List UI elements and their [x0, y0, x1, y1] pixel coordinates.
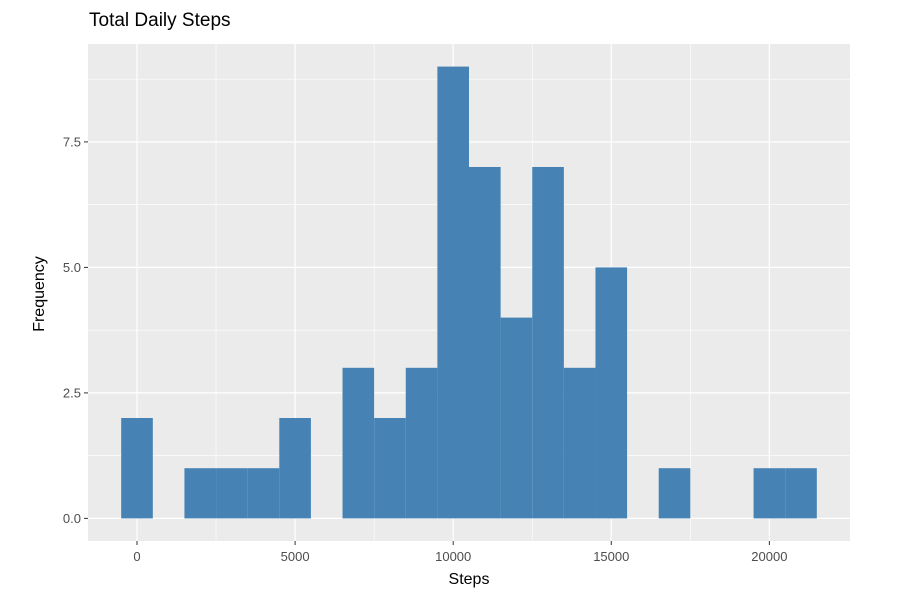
x-tick-label: 10000: [435, 549, 471, 564]
y-axis-label: Frequency: [31, 256, 48, 332]
histogram-bar: [595, 267, 628, 519]
histogram-bar: [247, 468, 280, 519]
y-tick-label: 7.5: [63, 134, 81, 149]
chart-title: Total Daily Steps: [89, 10, 231, 31]
bars: [121, 66, 817, 519]
histogram-bar: [753, 468, 786, 519]
histogram-bar: [469, 166, 501, 519]
histogram-bar: [374, 418, 406, 519]
y-tick-label: 0.0: [63, 511, 81, 526]
y-tick-label: 2.5: [63, 385, 81, 400]
y-tick-label: 5.0: [63, 260, 81, 275]
histogram-bar: [500, 317, 533, 519]
x-tick-label: 5000: [281, 549, 310, 564]
histogram-bar: [121, 418, 153, 519]
histogram-bar: [437, 66, 469, 519]
y-axis-ticks: 0.0 2.5 5.0 7.5: [63, 134, 88, 526]
x-tick-label: 20000: [751, 549, 787, 564]
histogram-bar: [563, 367, 596, 519]
x-axis-ticks: 0 5000 10000 15000 20000: [133, 541, 787, 564]
histogram-bar: [785, 468, 817, 519]
histogram-bar: [184, 468, 217, 519]
histogram-bar: [532, 166, 564, 519]
x-tick-label: 0: [133, 549, 140, 564]
histogram-bar: [342, 367, 375, 519]
histogram-bar: [279, 418, 311, 519]
x-tick-label: 15000: [593, 549, 629, 564]
x-axis-label: Steps: [448, 571, 490, 588]
histogram-bar: [658, 468, 691, 519]
histogram-bar: [405, 367, 438, 519]
histogram-bar: [216, 468, 248, 519]
